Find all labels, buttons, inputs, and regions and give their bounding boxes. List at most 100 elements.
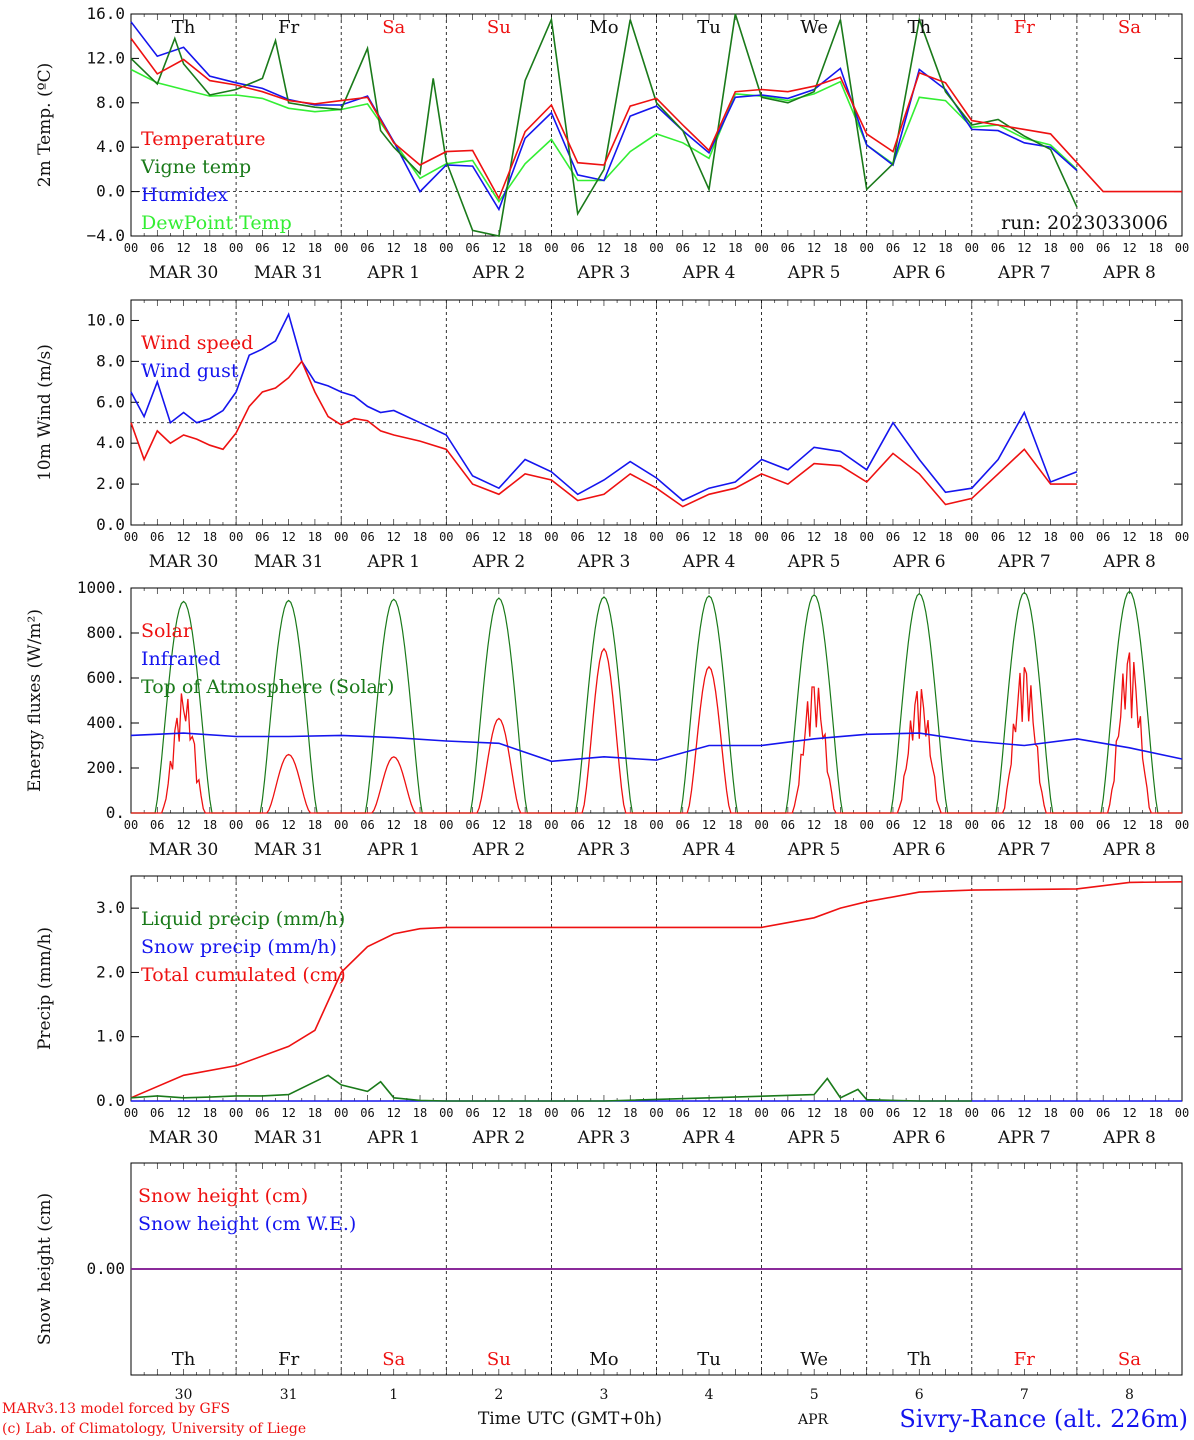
y-tick-label: 0.0 — [96, 1091, 125, 1110]
x-date-label: APR 4 — [682, 840, 736, 860]
x-hour-tick: 06 — [991, 241, 1005, 255]
x-date-label: APR 5 — [787, 263, 841, 283]
legend-entry: DewPoint Temp — [141, 212, 292, 234]
x-hour-tick: 18 — [518, 241, 532, 255]
x-hour-tick: 18 — [1148, 530, 1162, 544]
legend-entry: Vigne temp — [140, 156, 251, 178]
x-hour-tick: 00 — [859, 530, 873, 544]
x-hour-tick: 00 — [649, 1106, 663, 1120]
x-hour-tick: 18 — [938, 818, 952, 832]
y-tick-label: −4.0 — [86, 226, 125, 245]
x-hour-tick: 18 — [623, 530, 637, 544]
x-date-label: APR 6 — [892, 840, 946, 860]
x-hour-tick: 06 — [1096, 1106, 1110, 1120]
x-hour-tick: 12 — [807, 530, 821, 544]
x-hour-tick: 12 — [281, 818, 295, 832]
x-hour-tick: 12 — [1017, 818, 1031, 832]
x-hour-tick: 12 — [387, 241, 401, 255]
x-hour-tick: 12 — [597, 530, 611, 544]
x-hour-tick: 06 — [150, 818, 164, 832]
day-name: Fr — [1014, 17, 1035, 38]
x-date-label: MAR 30 — [149, 1128, 219, 1148]
panel-frame — [130, 587, 1183, 814]
x-hour-tick: 12 — [702, 1106, 716, 1120]
x-hour-tick: 18 — [833, 1106, 847, 1120]
model-credit: MARv3.13 model forced by GFS — [2, 1401, 230, 1417]
x-hour-tick: 18 — [413, 530, 427, 544]
x-hour-tick: 06 — [676, 1106, 690, 1120]
x-hour-tick: 18 — [413, 241, 427, 255]
x-hour-tick: 12 — [807, 818, 821, 832]
y-tick-label: 4.0 — [96, 137, 125, 156]
x-date-label: APR 7 — [997, 552, 1051, 572]
x-date-label: APR 2 — [471, 552, 525, 572]
x-date-label: APR 5 — [787, 840, 841, 860]
y-tick-label: 0. — [106, 803, 125, 822]
x-hour-tick: 12 — [492, 241, 506, 255]
x-hour-tick: 12 — [912, 530, 926, 544]
x-hour-tick: 06 — [1096, 241, 1110, 255]
x-hour-tick: 00 — [124, 818, 138, 832]
x-hour-tick: 18 — [1148, 818, 1162, 832]
x-hour-tick: 06 — [781, 818, 795, 832]
y-axis-label: Precip (mm/h) — [35, 927, 55, 1050]
x-date-label: APR 3 — [577, 552, 631, 572]
day-number: 5 — [810, 1387, 819, 1403]
x-date-label: APR 3 — [577, 840, 631, 860]
series-line-darkgreen — [130, 1074, 972, 1102]
y-tick-label: 16.0 — [86, 4, 125, 23]
x-hour-tick: 12 — [492, 818, 506, 832]
x-hour-tick: 12 — [281, 241, 295, 255]
x-hour-tick: 06 — [255, 241, 269, 255]
x-hour-tick: 12 — [176, 241, 190, 255]
day-number: 6 — [915, 1387, 924, 1403]
x-hour-tick: 18 — [938, 241, 952, 255]
y-tick-label: 400. — [86, 713, 125, 732]
x-hour-tick: 06 — [360, 818, 374, 832]
x-hour-tick: 12 — [176, 530, 190, 544]
x-hour-tick: 18 — [623, 1106, 637, 1120]
x-hour-tick: 12 — [702, 241, 716, 255]
series-line-red — [130, 881, 1183, 1099]
y-tick-label: 2.0 — [96, 474, 125, 493]
y-tick-label: 10.0 — [86, 310, 125, 329]
x-hour-tick: 06 — [1096, 818, 1110, 832]
x-hour-tick: 06 — [255, 530, 269, 544]
y-tick-label: 8.0 — [96, 351, 125, 370]
x-hour-tick: 00 — [1070, 1106, 1084, 1120]
x-date-label: APR 4 — [682, 1128, 736, 1148]
x-date-label: APR 1 — [366, 1128, 420, 1148]
x-hour-tick: 12 — [807, 241, 821, 255]
x-hour-tick: 00 — [754, 818, 768, 832]
y-tick-label: 2.0 — [96, 962, 125, 981]
day-name: Sa — [382, 17, 405, 38]
day-name: Tu — [697, 17, 721, 38]
y-axis-label: Snow height (cm) — [35, 1193, 55, 1345]
legend-entry: Temperature — [141, 128, 265, 150]
x-date-label: APR 6 — [892, 1128, 946, 1148]
y-tick-label: 0.00 — [86, 1259, 125, 1278]
x-hour-tick: 12 — [912, 241, 926, 255]
day-name: Sa — [1118, 1349, 1141, 1370]
x-date-label: APR 7 — [997, 263, 1051, 283]
x-hour-tick: 00 — [1175, 1106, 1189, 1120]
x-hour-tick: 18 — [728, 1106, 742, 1120]
x-date-label: APR 8 — [1102, 1128, 1156, 1148]
x-hour-tick: 06 — [991, 818, 1005, 832]
x-hour-tick: 06 — [676, 530, 690, 544]
x-date-label: MAR 31 — [254, 263, 324, 283]
x-date-label: APR 3 — [577, 263, 631, 283]
x-hour-tick: 18 — [833, 241, 847, 255]
x-hour-tick: 00 — [965, 530, 979, 544]
x-hour-tick: 00 — [965, 1106, 979, 1120]
x-hour-tick: 00 — [649, 818, 663, 832]
x-hour-tick: 18 — [1043, 241, 1057, 255]
x-hour-tick: 18 — [623, 241, 637, 255]
x-hour-tick: 06 — [570, 241, 584, 255]
x-hour-tick: 06 — [465, 241, 479, 255]
x-hour-tick: 06 — [886, 530, 900, 544]
x-date-label: APR 8 — [1102, 263, 1156, 283]
x-date-label: APR 4 — [682, 263, 736, 283]
x-hour-tick: 00 — [229, 241, 243, 255]
x-date-label: MAR 31 — [254, 552, 324, 572]
